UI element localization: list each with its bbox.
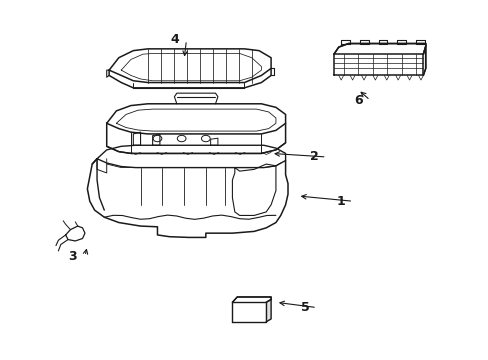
Polygon shape [415, 40, 424, 44]
Text: 3: 3 [68, 250, 77, 263]
Polygon shape [133, 132, 140, 145]
Polygon shape [333, 54, 423, 76]
Polygon shape [333, 44, 425, 54]
Polygon shape [341, 40, 349, 44]
Polygon shape [109, 49, 270, 82]
Polygon shape [109, 68, 270, 88]
Polygon shape [265, 300, 270, 322]
Polygon shape [87, 159, 287, 238]
Polygon shape [232, 302, 265, 322]
Polygon shape [359, 40, 368, 44]
Polygon shape [232, 297, 270, 302]
Polygon shape [397, 40, 405, 44]
Polygon shape [210, 138, 218, 145]
Polygon shape [378, 40, 386, 44]
Polygon shape [65, 226, 85, 241]
Polygon shape [152, 134, 160, 145]
Polygon shape [106, 123, 285, 153]
Polygon shape [106, 104, 285, 134]
Text: 4: 4 [170, 33, 179, 46]
Text: 5: 5 [300, 301, 309, 314]
Polygon shape [423, 46, 425, 76]
Polygon shape [97, 145, 285, 168]
Text: 2: 2 [309, 150, 318, 163]
Text: 6: 6 [353, 94, 362, 107]
Text: 1: 1 [336, 195, 345, 208]
Polygon shape [232, 164, 275, 215]
